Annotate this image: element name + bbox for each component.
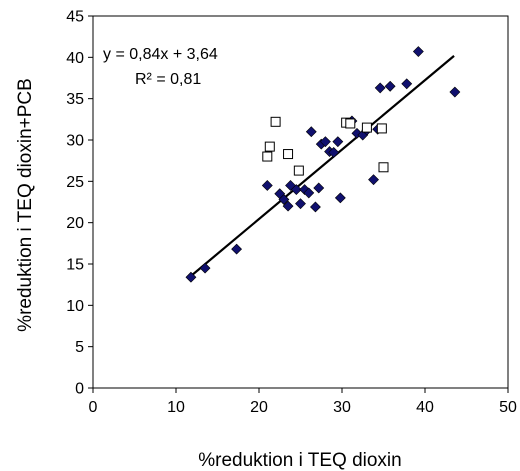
diamond-point <box>332 136 344 148</box>
diamond-point <box>282 200 294 212</box>
diamond-point <box>310 201 321 213</box>
diamond-point <box>401 78 413 90</box>
diamond-point <box>278 194 290 205</box>
y-tick-label: 25 <box>66 174 84 191</box>
y-tick-label: 30 <box>66 133 84 150</box>
diamond-point <box>449 86 461 98</box>
square-point <box>293 165 304 176</box>
square-point <box>345 118 356 129</box>
y-tick-label: 45 <box>66 9 84 26</box>
x-tick-label: 50 <box>499 399 517 416</box>
plot-area: 0 5 10 15 20 25 30 35 40 45 0 10 20 30 40 50 <box>66 9 517 417</box>
square-point <box>376 123 387 134</box>
diamond-point <box>199 262 211 274</box>
data-marks <box>185 46 461 283</box>
diamond-point <box>412 46 424 57</box>
square-point <box>283 149 294 160</box>
diamond-point <box>305 126 317 138</box>
x-tick-label: 10 <box>167 399 185 416</box>
diamond-point <box>303 187 315 199</box>
diamond-point <box>295 198 306 210</box>
y-tick-label: 15 <box>66 257 84 274</box>
x-tick-label: 30 <box>333 399 351 416</box>
diamond-point <box>328 146 340 158</box>
x-tick-label: 0 <box>89 399 98 416</box>
y-tick-label: 0 <box>75 381 84 398</box>
diamond-point <box>334 192 346 204</box>
r2-label: R² = 0,81 <box>135 71 201 88</box>
diamond-point <box>290 184 302 196</box>
diamond-point <box>319 136 331 148</box>
x-tick-label: 40 <box>416 399 434 416</box>
diamond-point <box>185 271 197 283</box>
diamond-point <box>384 80 396 92</box>
y-tick-label: 5 <box>75 339 84 356</box>
diamond-point <box>368 174 379 186</box>
diamond-point <box>313 182 325 194</box>
diamond-point <box>231 243 243 255</box>
diamond-point <box>261 180 273 191</box>
plot-frame <box>92 15 509 389</box>
equation-label: y = 0,84x + 3,64 <box>103 46 218 63</box>
diamond-point <box>374 82 386 94</box>
square-point <box>270 116 281 127</box>
y-tick-label: 10 <box>66 298 84 315</box>
square-point <box>361 122 372 133</box>
square-point <box>378 162 389 173</box>
square-point <box>262 151 273 162</box>
trend-line <box>190 55 455 277</box>
y-tick-label: 35 <box>66 91 84 108</box>
y-axis-title: %reduktion i TEQ dioxin+PCB <box>15 78 36 332</box>
y-tick-label: 20 <box>66 215 84 232</box>
x-tick-label: 20 <box>250 399 268 416</box>
square-point <box>264 141 275 152</box>
x-axis-title: %reduktion i TEQ dioxin <box>198 450 401 471</box>
y-tick-label: 40 <box>66 50 84 67</box>
